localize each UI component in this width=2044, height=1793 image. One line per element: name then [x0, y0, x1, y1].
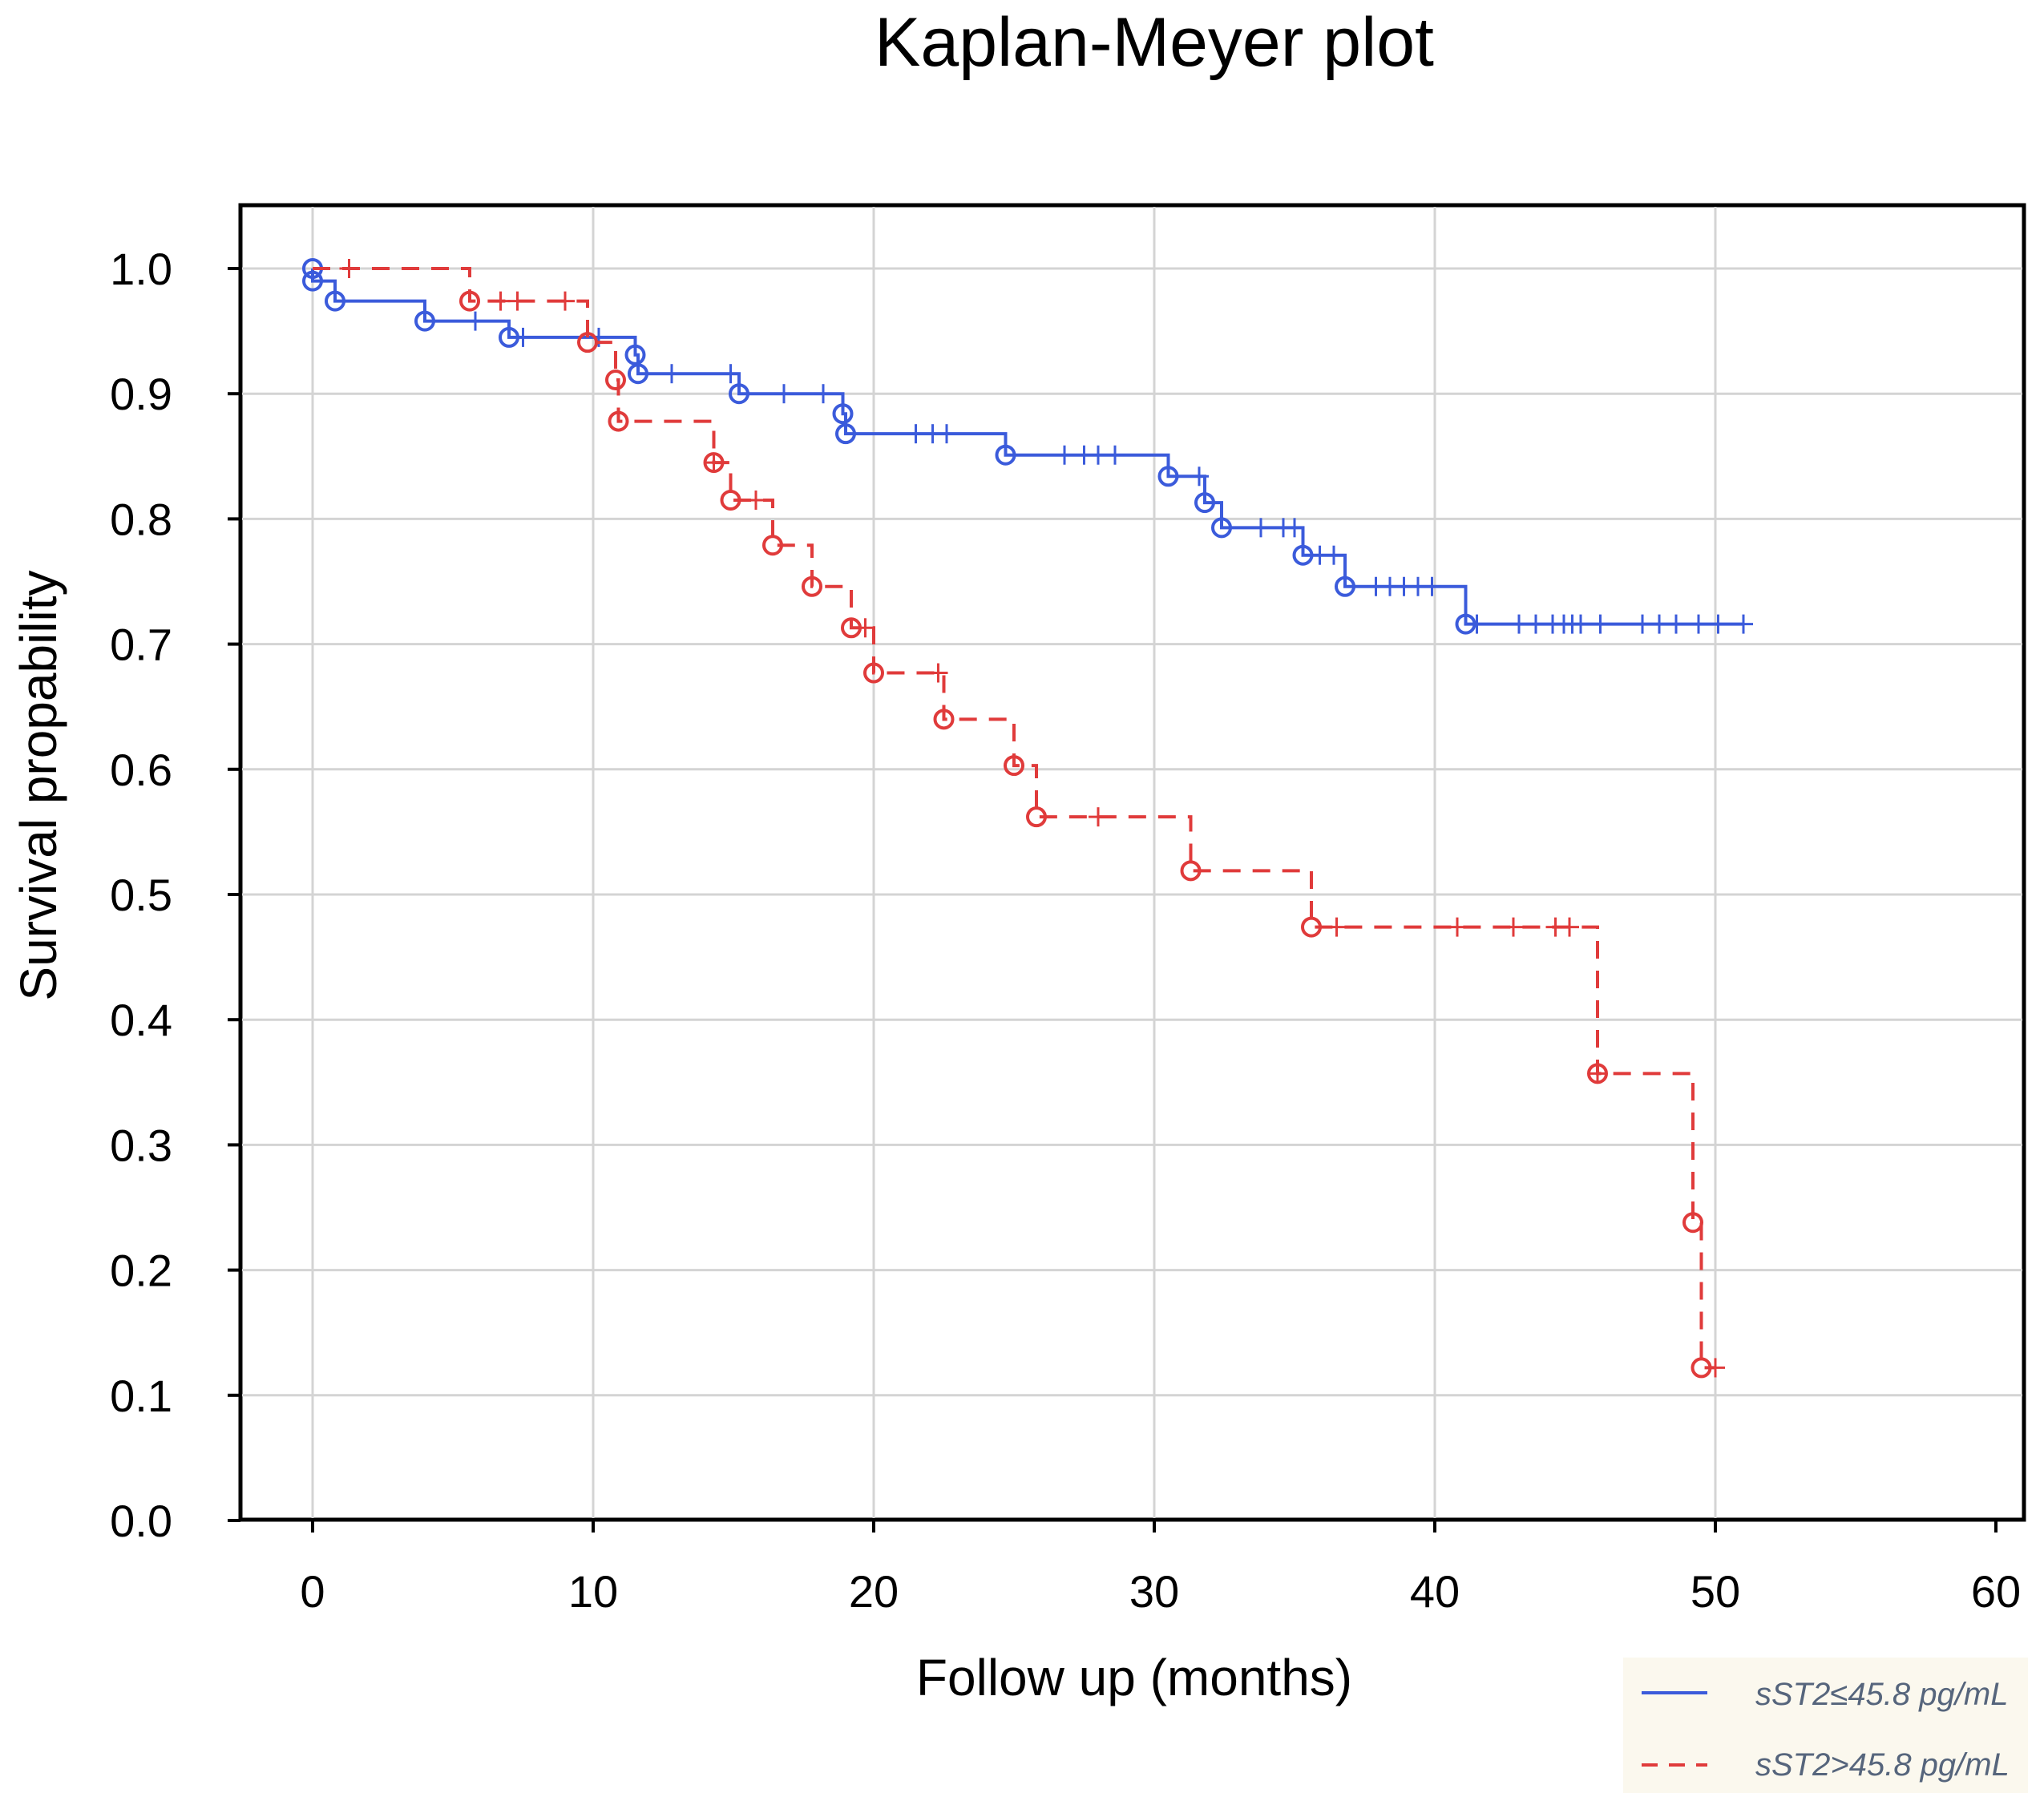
event-marker [325, 290, 345, 312]
y-tick-label: 0.7 [110, 620, 172, 670]
event-marker [835, 423, 856, 445]
event-marker [302, 270, 323, 292]
event-marker [1180, 860, 1202, 882]
event-marker [605, 370, 626, 391]
event-marker [1335, 575, 1355, 597]
event-marker [1682, 1212, 1703, 1234]
event-marker [863, 662, 884, 684]
y-tick-label: 0.8 [110, 494, 172, 544]
event-marker [608, 410, 629, 432]
y-tick-label: 0.3 [110, 1120, 172, 1170]
legend-label-high: sST2>45.8 pg/mL [1755, 1747, 2010, 1783]
event-marker [577, 332, 598, 353]
y-tick-label: 0.2 [110, 1246, 172, 1296]
event-marker [1301, 916, 1322, 938]
x-tick-label: 30 [1129, 1566, 1179, 1617]
y-axis-label: Survival propability [10, 570, 67, 1000]
plot-area [238, 203, 2026, 1522]
x-tick-label: 10 [568, 1566, 618, 1617]
y-axis-ticks: 0.0 0.1 0.2 0.3 0.4 0.5 0.6 0.7 0.8 0.9 1.0 [110, 244, 240, 1546]
event-marker [1211, 517, 1232, 539]
x-tick-label: 60 [1971, 1566, 2021, 1617]
event-marker [933, 709, 955, 730]
event-marker [720, 489, 741, 511]
legend-background [1623, 1658, 2028, 1793]
legend-label-low: sST2≤45.8 pg/mL [1755, 1677, 2008, 1712]
x-tick-label: 50 [1691, 1566, 1740, 1617]
event-marker [762, 535, 783, 556]
legend: sST2≤45.8 pg/mL sST2>45.8 pg/mL [1623, 1658, 2028, 1793]
chart-title: Kaplan-Meyer plot [875, 4, 1434, 81]
y-tick-label: 0.5 [110, 870, 172, 920]
y-tick-label: 0.6 [110, 745, 172, 795]
event-marker [802, 575, 822, 597]
event-marker [832, 403, 854, 425]
y-tick-label: 0.9 [110, 369, 172, 419]
x-tick-label: 0 [300, 1566, 325, 1617]
x-tick-label: 20 [849, 1566, 899, 1617]
y-tick-label: 1.0 [110, 244, 172, 294]
series-0 [302, 258, 1753, 635]
x-axis-label: Follow up (months) [916, 1649, 1352, 1706]
event-marker [1004, 755, 1024, 777]
grid-lines [242, 207, 2022, 1518]
series-1 [313, 259, 1725, 1379]
event-marker [729, 383, 749, 405]
event-marker [414, 310, 435, 332]
survival-curves [302, 258, 1753, 1379]
event-marker [1157, 466, 1179, 487]
event-marker [459, 290, 480, 312]
x-axis-ticks: 0 10 20 30 40 50 60 [300, 1520, 2021, 1617]
event-marker [1026, 806, 1047, 828]
event-marker [628, 363, 648, 385]
y-tick-label: 0.4 [110, 995, 172, 1045]
y-tick-label: 0.1 [110, 1371, 172, 1421]
y-tick-label: 0.0 [110, 1496, 172, 1546]
x-tick-label: 40 [1410, 1566, 1460, 1617]
event-marker [1194, 492, 1215, 514]
event-marker [995, 444, 1016, 466]
